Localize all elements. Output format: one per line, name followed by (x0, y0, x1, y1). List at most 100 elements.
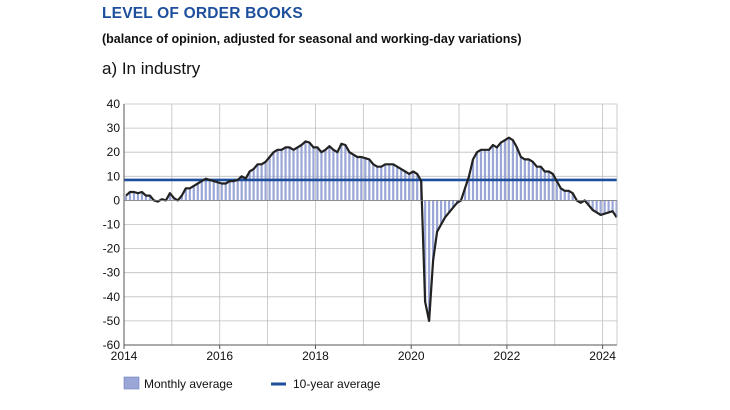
monthly-bar (467, 176, 471, 201)
monthly-bar (607, 200, 610, 213)
monthly-bar (288, 147, 291, 201)
monthly-bar (132, 191, 136, 201)
monthly-bar (412, 171, 415, 201)
x-tick-label: 2024 (589, 349, 616, 363)
monthly-bar (256, 164, 259, 201)
monthly-bar (376, 166, 379, 201)
y-tick-labels: 40 30 20 10 0 -10 -20 -30 -40 -50 -60 (103, 97, 121, 352)
monthly-bar (336, 152, 339, 201)
monthly-bar (220, 183, 223, 201)
legend-label-average: 10-year average (293, 377, 381, 391)
x-tick-label: 2018 (302, 349, 329, 363)
monthly-bar (487, 149, 491, 201)
monthly-bar (535, 166, 538, 201)
monthly-bar (272, 152, 275, 201)
series-polyline (125, 136, 618, 322)
chart-subtitle: (balance of opinion, adjusted for season… (102, 32, 522, 46)
monthly-bar (292, 149, 295, 201)
x-tick-label: 2020 (398, 349, 425, 363)
monthly-bar (416, 173, 419, 201)
monthly-bar (148, 195, 152, 201)
monthly-bar (144, 195, 148, 201)
monthly-bar (204, 178, 207, 201)
monthly-bar (567, 190, 570, 201)
monthly-bar (479, 149, 483, 201)
monthly-bar (555, 181, 558, 201)
legend-swatch-monthly (123, 376, 140, 390)
monthly-bar (252, 169, 255, 201)
legend-label-monthly: Monthly average (144, 377, 233, 391)
monthly-bar (543, 171, 546, 201)
monthly-bar (563, 190, 566, 201)
y-tick-label: 20 (107, 145, 121, 159)
monthly-bar (276, 149, 279, 201)
monthly-bar (396, 166, 399, 201)
monthly-bar (260, 164, 263, 201)
monthly-bar (539, 166, 542, 201)
monthly-bar (611, 200, 614, 212)
monthly-bar (224, 183, 227, 201)
monthly-bar (511, 140, 514, 201)
axes (123, 104, 618, 349)
monthly-bar (332, 149, 335, 201)
panel-label: a) In industry (102, 59, 201, 78)
y-tick-label: -30 (103, 266, 121, 280)
monthly-bar (284, 147, 287, 201)
monthly-bar (603, 200, 606, 214)
x-tick-label: 2016 (206, 349, 233, 363)
monthly-bar (328, 146, 331, 201)
x-tick-labels: 2014 2016 2018 2020 2022 2024 (111, 349, 617, 363)
monthly-bar (547, 171, 550, 201)
monthly-bar (559, 188, 562, 201)
monthly-bar (240, 176, 243, 201)
monthly-bar (439, 200, 443, 225)
x-tick-label: 2022 (494, 349, 521, 363)
monthly-bar (491, 144, 495, 201)
monthly-bar (483, 149, 487, 201)
y-tick-label: -20 (103, 242, 121, 256)
y-tick-label: -10 (103, 218, 121, 232)
monthly-bar (447, 200, 451, 213)
monthly-bar (136, 193, 140, 201)
monthly-bar (312, 147, 315, 201)
y-tick-label: 0 (113, 193, 120, 207)
monthly-bar (495, 147, 499, 201)
monthly-bar (595, 200, 598, 213)
monthly-bar (188, 188, 191, 201)
monthly-bar (168, 193, 171, 201)
monthly-bar (384, 164, 387, 201)
monthly-bar (200, 181, 203, 201)
monthly-bar (380, 166, 383, 201)
monthly-bar (428, 200, 431, 321)
monthly-bar (280, 149, 283, 201)
y-tick-label: 30 (107, 121, 121, 135)
monthly-bar (304, 141, 307, 201)
monthly-bar (344, 144, 347, 201)
monthly-bar (400, 169, 403, 201)
monthly-bar (372, 164, 375, 201)
monthly-series-line (125, 136, 618, 322)
monthly-bar (436, 200, 439, 232)
monthly-bar (451, 200, 455, 208)
monthly-bar (507, 137, 511, 201)
monthly-bar (587, 200, 590, 206)
monthly-bar (180, 195, 183, 201)
monthly-bar (392, 164, 395, 201)
monthly-bar (432, 200, 435, 261)
monthly-bar (196, 183, 199, 201)
x-tick-label: 2014 (111, 349, 138, 363)
legend: Monthly average 10-year average (123, 376, 381, 391)
monthly-bar (340, 143, 343, 201)
monthly-bar (216, 182, 219, 201)
monthly-bar (308, 142, 311, 201)
monthly-bar (352, 154, 355, 201)
monthly-bar (503, 140, 507, 201)
monthly-bar (244, 178, 247, 201)
monthly-bar (599, 200, 602, 215)
monthly-bar (348, 152, 351, 201)
monthly-bars (124, 137, 618, 321)
monthly-bar (408, 173, 411, 201)
grid-lines (124, 103, 617, 346)
monthly-bar (236, 179, 239, 201)
